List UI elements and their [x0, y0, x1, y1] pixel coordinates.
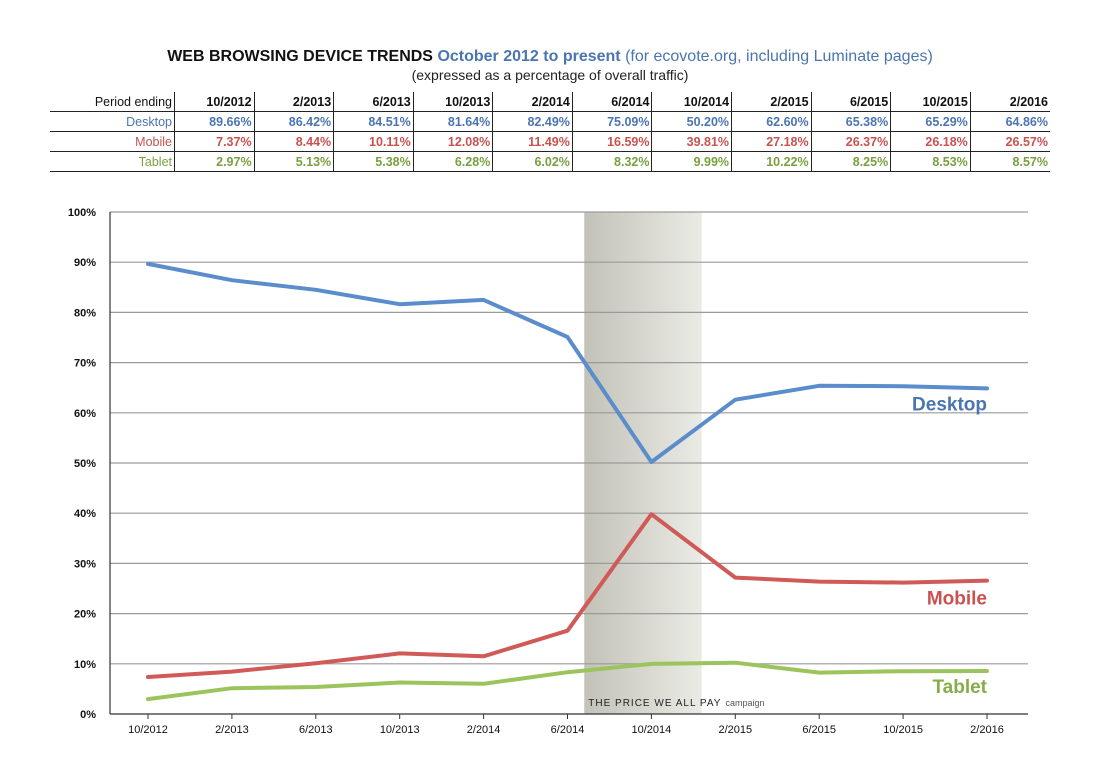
period-cell: 10/2013 — [413, 92, 494, 112]
table-header-row: Period ending 10/2012 2/2013 6/2013 10/2013 2… — [50, 92, 1050, 112]
value-cell: 75.09% — [572, 111, 653, 132]
period-cell: 10/2012 — [174, 92, 255, 112]
period-cell: 10/2014 — [651, 92, 733, 112]
series-line-mobile — [146, 512, 989, 679]
value-cell: 6.02% — [492, 151, 573, 172]
value-cell: 86.42% — [254, 111, 335, 132]
y-tick-label: 70% — [74, 358, 96, 370]
series-label-desktop: Desktop — [912, 394, 987, 415]
period-cell: 2/2014 — [492, 92, 573, 112]
campaign-label: THE PRICE WE ALL PAY — [588, 698, 721, 709]
value-cell: 11.49% — [492, 131, 573, 152]
value-cell: 8.25% — [811, 151, 892, 172]
chart-title: WEB BROWSING DEVICE TRENDS October 2012 … — [0, 47, 1100, 67]
campaign-suffix: campaign — [725, 698, 764, 708]
value-cell: 5.13% — [254, 151, 335, 172]
row-label: Mobile — [50, 131, 175, 152]
x-tick-label: 6/2013 — [299, 724, 333, 736]
period-cell: 2/2016 — [970, 92, 1050, 112]
value-cell: 16.59% — [572, 131, 653, 152]
x-tick-label: 2/2014 — [467, 724, 501, 736]
value-cell: 50.20% — [651, 111, 733, 132]
x-tick-label: 10/2013 — [380, 724, 420, 736]
value-cell: 84.51% — [333, 111, 414, 132]
y-tick-label: 30% — [74, 558, 96, 570]
y-tick-label: 90% — [74, 257, 96, 269]
title-main: WEB BROWSING DEVICE TRENDS — [167, 48, 433, 65]
row-label: Desktop — [50, 111, 175, 132]
title-range: October 2012 to present — [437, 48, 621, 65]
x-tick-label: 2/2015 — [718, 724, 752, 736]
period-cell: 6/2014 — [572, 92, 653, 112]
x-tick-label: 2/2013 — [215, 724, 249, 736]
y-tick-label: 10% — [74, 659, 96, 671]
value-cell: 2.97% — [174, 151, 255, 172]
value-cell: 39.81% — [651, 131, 733, 152]
value-cell: 81.64% — [413, 111, 494, 132]
y-tick-label: 100% — [68, 207, 96, 219]
x-tick-label: 6/2014 — [551, 724, 585, 736]
x-tick-label: 10/2015 — [883, 724, 923, 736]
chart-subtitle: (expressed as a percentage of overall tr… — [411, 67, 689, 83]
value-cell: 5.38% — [333, 151, 414, 172]
period-cell: 6/2015 — [811, 92, 892, 112]
period-cell: 2/2013 — [254, 92, 335, 112]
value-cell: 7.37% — [174, 131, 255, 152]
y-tick-label: 80% — [74, 307, 96, 319]
value-cell: 26.18% — [890, 131, 971, 152]
value-cell: 8.44% — [254, 131, 335, 152]
table-row-desktop: Desktop 89.66% 86.42% 84.51% 81.64% 82.49% 75.… — [50, 111, 1050, 132]
x-tick-label: 2/2016 — [970, 724, 1004, 736]
value-cell: 62.60% — [731, 111, 812, 132]
series-label-tablet: Tablet — [932, 677, 987, 698]
period-cell: 10/2015 — [890, 92, 971, 112]
value-cell: 8.53% — [890, 151, 971, 172]
period-cell: 2/2015 — [731, 92, 812, 112]
value-cell: 89.66% — [174, 111, 255, 132]
series-label-mobile: Mobile — [927, 589, 987, 610]
value-cell: 65.38% — [811, 111, 892, 132]
series-line-tablet — [146, 660, 989, 702]
value-cell: 26.37% — [811, 131, 892, 152]
value-cell: 8.32% — [572, 151, 653, 172]
x-tick-label: 10/2012 — [128, 724, 168, 736]
table-row-mobile: Mobile 7.37% 8.44% 10.11% 12.08% 11.49% 16.59%… — [50, 131, 1050, 152]
value-cell: 26.57% — [970, 131, 1050, 152]
title-note: (for ecovote.org, including Luminate pag… — [625, 48, 933, 65]
value-cell: 64.86% — [970, 111, 1050, 132]
data-table: Period ending 10/2012 2/2013 6/2013 10/2013 2… — [50, 92, 1050, 172]
series-line-desktop — [146, 261, 989, 464]
y-tick-label: 40% — [74, 508, 96, 520]
value-cell: 6.28% — [413, 151, 494, 172]
y-tick-label: 20% — [74, 609, 96, 621]
table-row-tablet: Tablet 2.97% 5.13% 5.38% 6.28% 6.02% 8.32% 9.99… — [50, 151, 1050, 172]
value-cell: 10.22% — [731, 151, 812, 172]
x-tick-label: 6/2015 — [802, 724, 836, 736]
value-cell: 10.11% — [333, 131, 414, 152]
value-cell: 65.29% — [890, 111, 971, 132]
value-cell: 12.08% — [413, 131, 494, 152]
row-label: Tablet — [50, 151, 175, 172]
chart-header: WEB BROWSING DEVICE TRENDS October 2012 … — [0, 47, 1100, 83]
y-tick-label: 60% — [74, 408, 96, 420]
period-cell: 6/2013 — [333, 92, 414, 112]
value-cell: 82.49% — [492, 111, 573, 132]
value-cell: 9.99% — [651, 151, 733, 172]
y-tick-label: 0% — [80, 709, 96, 721]
value-cell: 8.57% — [970, 151, 1050, 172]
y-tick-label: 50% — [74, 458, 96, 470]
value-cell: 27.18% — [731, 131, 812, 152]
x-tick-label: 10/2014 — [632, 724, 672, 736]
period-label: Period ending — [50, 92, 175, 112]
